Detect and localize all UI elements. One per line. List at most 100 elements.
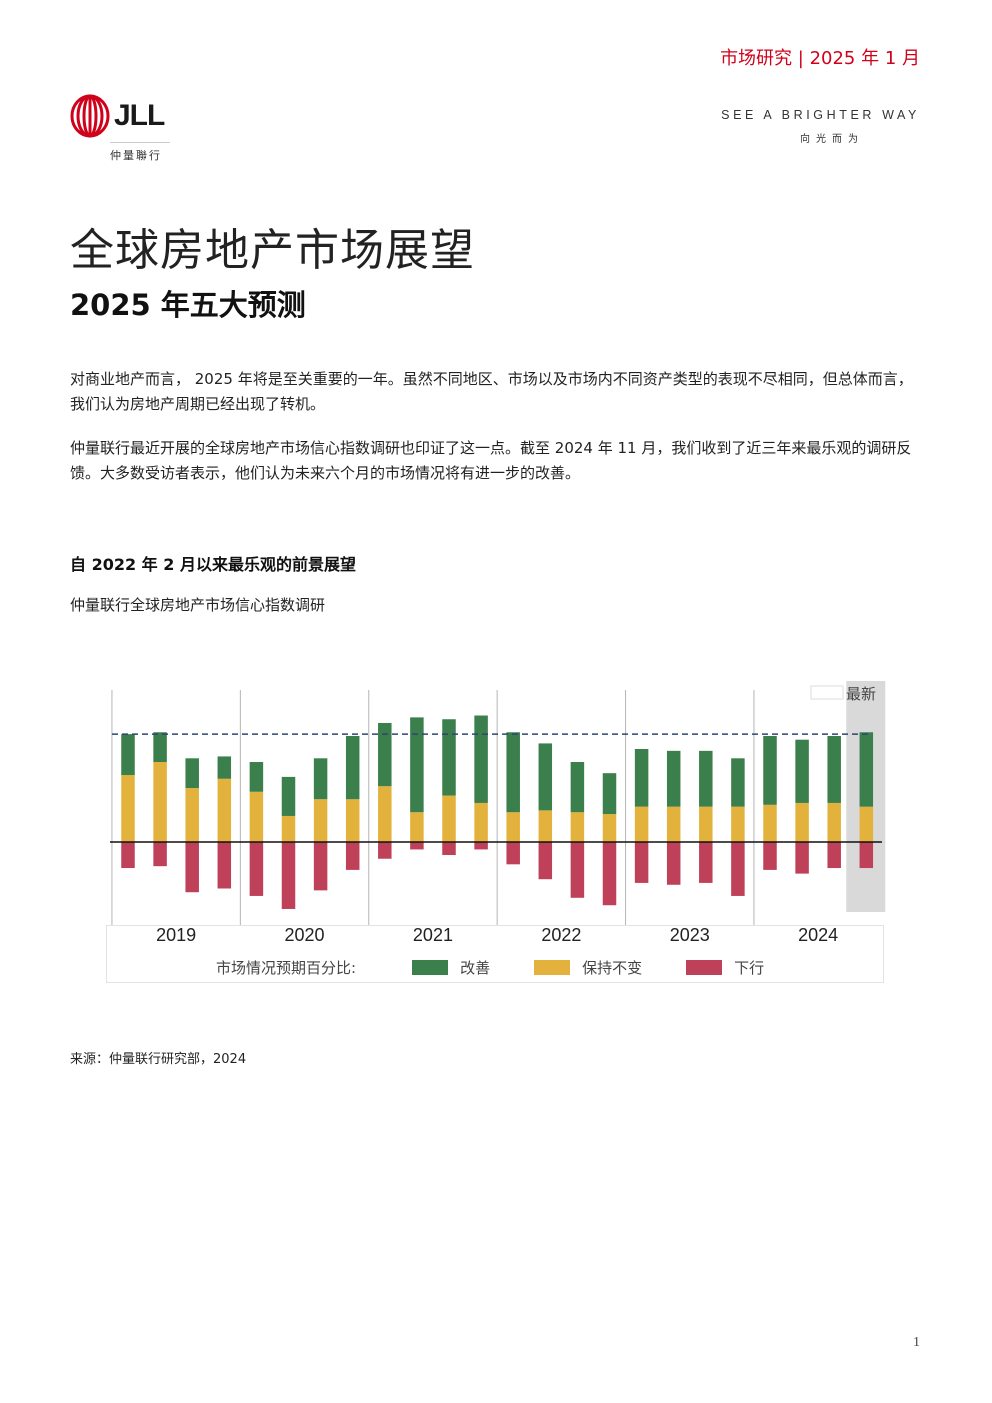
legend-item-unchanged: 保持不变 (534, 957, 642, 978)
sentiment-chart: 2019 2020 2021 2022 2023 2024 (110, 681, 886, 945)
bar-unchanged (859, 806, 874, 842)
bar-improve (602, 773, 617, 815)
bar-decline (345, 842, 360, 870)
legend-prefix: 市场情况预期百分比: (216, 959, 357, 977)
bar-unchanged (410, 812, 424, 842)
year-tick-label: 2019 (156, 925, 196, 945)
bar-improve (378, 722, 392, 787)
bar-unchanged (121, 775, 135, 842)
year-tick-label: 2024 (798, 925, 838, 945)
bar-unchanged (442, 795, 456, 842)
bar-decline (153, 842, 167, 867)
bar-decline (185, 842, 199, 893)
bar-unchanged (538, 810, 553, 842)
bar-decline (506, 842, 520, 865)
bar-decline (795, 842, 809, 874)
bar-unchanged (731, 806, 745, 842)
chart-subtitle: 仲量联行全球房地产市场信心指数调研 (70, 596, 326, 614)
jll-logo-icon (70, 94, 110, 138)
bar-improve (795, 739, 809, 803)
year-tick-label: 2023 (670, 925, 710, 945)
bar-improve (153, 732, 167, 763)
bar-unchanged (570, 812, 585, 842)
bar-unchanged (666, 806, 681, 842)
legend-swatch-decline (686, 960, 723, 975)
bar-improve (506, 732, 520, 813)
source-note: 来源：仲量联行研究部，2024 (70, 1052, 247, 1067)
bar-unchanged (474, 802, 488, 842)
legend-label-improve: 改善 (460, 959, 491, 977)
bar-decline (474, 842, 488, 850)
bar-decline (410, 842, 424, 850)
bar-decline (602, 842, 617, 906)
logo-subtitle: 仲量聯行 (110, 142, 170, 163)
bar-improve (666, 750, 681, 807)
year-tick-label: 2022 (541, 925, 581, 945)
bar-improve (763, 735, 777, 805)
year-tick-label: 2021 (413, 925, 453, 945)
bar-decline (634, 842, 649, 883)
page-number: 1 (913, 1335, 920, 1350)
legend-item-improve: 改善 (412, 957, 490, 978)
bar-decline (538, 842, 553, 880)
legend-swatch-unchanged (534, 960, 571, 975)
bar-improve (410, 717, 424, 813)
chart-legend: 市场情况预期百分比: 改善 保持不变 下行 (216, 957, 808, 978)
bar-decline (570, 842, 585, 898)
bar-improve (249, 762, 264, 792)
bar-decline (731, 842, 745, 896)
bar-improve (570, 762, 585, 813)
bar-decline (699, 842, 713, 883)
page-title: 全球房地产市场展望 (70, 225, 475, 276)
tagline-cn: 向光而为 (800, 134, 864, 145)
bar-improve (634, 749, 649, 807)
bar-improve (217, 756, 232, 779)
latest-label: 最新 (846, 685, 877, 703)
latest-marker-box (810, 685, 844, 700)
bar-improve (474, 715, 488, 803)
bar-improve (538, 743, 553, 811)
legend-swatch-improve (412, 960, 449, 975)
bar-decline (121, 842, 135, 869)
bar-unchanged (634, 806, 649, 842)
bar-improve (731, 758, 745, 807)
bar-unchanged (602, 814, 617, 842)
bar-improve (827, 735, 841, 803)
intro-paragraph-1: 对商业地产而言， 2025 年将是至关重要的一年。虽然不同地区、市场以及市场内不… (70, 370, 913, 413)
bar-unchanged (281, 815, 296, 842)
bar-decline (378, 842, 392, 859)
bar-decline (763, 842, 777, 870)
bar-unchanged (153, 762, 167, 842)
bar-unchanged (763, 804, 777, 842)
bar-improve (185, 758, 199, 789)
bar-improve (442, 719, 456, 796)
bar-unchanged (217, 778, 232, 842)
bar-decline (827, 842, 841, 869)
bar-unchanged (378, 786, 392, 842)
bar-decline (249, 842, 264, 896)
bar-unchanged (249, 791, 264, 842)
bar-improve (121, 734, 135, 776)
logo-wordmark: JLL (114, 99, 165, 132)
bar-improve (313, 758, 328, 800)
jll-logo: JLL 仲量聯行 (70, 94, 180, 163)
bar-decline (859, 842, 874, 869)
bar-unchanged (345, 799, 360, 842)
bar-decline (313, 842, 328, 891)
bar-unchanged (699, 806, 713, 842)
page-subtitle: 2025 年五大预测 (70, 288, 306, 322)
legend-item-decline: 下行 (686, 957, 764, 978)
tagline: SEE A BRIGHTER WAY 向光而为 (721, 108, 920, 145)
year-tick-label: 2020 (285, 925, 325, 945)
bar-unchanged (185, 788, 199, 842)
header-right-text: 市场研究 | 2025 年 1 月 (720, 48, 920, 69)
bar-decline (666, 842, 681, 885)
bar-decline (217, 842, 232, 889)
tagline-en: SEE A BRIGHTER WAY (721, 108, 920, 122)
legend-label-decline: 下行 (734, 959, 765, 977)
bar-unchanged (827, 802, 841, 842)
chart-title: 自 2022 年 2 月以来最乐观的前景展望 (70, 555, 356, 574)
intro-paragraph-2: 仲量联行最近开展的全球房地产市场信心指数调研也印证了这一点。截至 2024 年 … (70, 439, 912, 482)
legend-frame (106, 925, 884, 983)
bar-unchanged (795, 802, 809, 842)
